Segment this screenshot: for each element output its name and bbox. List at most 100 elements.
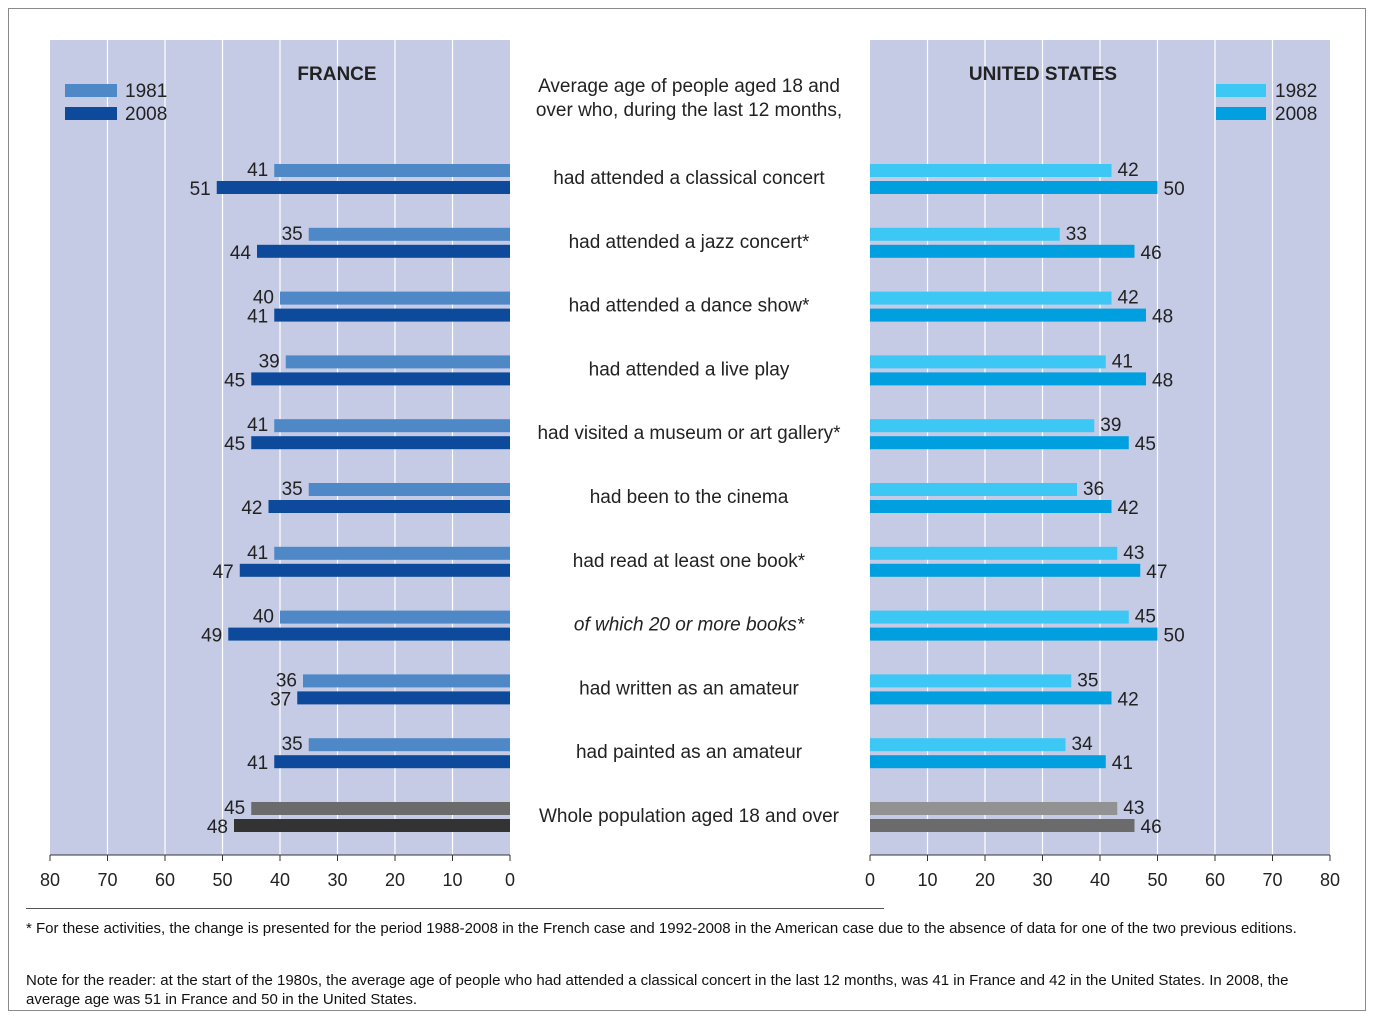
category-label-5: had been to the cinema — [590, 487, 789, 508]
france-tick-label-80: 80 — [40, 870, 60, 890]
us-value-second-7: 50 — [1164, 626, 1185, 647]
us-value-first-0: 42 — [1118, 160, 1139, 181]
france-value-first-1: 35 — [282, 224, 303, 245]
us-bar-second-5 — [870, 500, 1112, 513]
france-tick-label-10: 10 — [442, 870, 462, 890]
france-bar-first-7 — [280, 610, 510, 624]
france-bar-first-6 — [274, 546, 510, 560]
us-bar-second-10 — [870, 819, 1135, 832]
france-tick-label-50: 50 — [212, 870, 232, 890]
france-bar-second-7 — [228, 627, 510, 641]
france-bar-second-2 — [274, 308, 510, 322]
us-value-first-7: 45 — [1135, 607, 1156, 628]
france-bar-second-5 — [268, 500, 510, 513]
category-label-4: had visited a museum or art gallery* — [537, 423, 841, 444]
figure-frame — [8, 8, 1366, 1011]
france-value-first-6: 41 — [247, 543, 268, 564]
us-legend-swatch-1982 — [1216, 84, 1266, 97]
us-tick-label-0: 0 — [865, 870, 875, 890]
france-value-second-1: 44 — [230, 243, 252, 264]
us-bar-second-3 — [870, 372, 1146, 386]
us-value-first-9: 34 — [1072, 734, 1094, 755]
us-bar-first-10 — [870, 802, 1118, 815]
us-bar-second-2 — [870, 308, 1146, 322]
france-value-second-6: 47 — [213, 562, 234, 583]
france-bar-second-10 — [234, 819, 510, 832]
france-value-first-10: 45 — [224, 798, 245, 819]
us-value-second-9: 41 — [1112, 753, 1133, 774]
us-bar-first-3 — [870, 355, 1106, 369]
us-panel-title: UNITED STATES — [969, 64, 1117, 85]
france-bar-second-0 — [216, 181, 510, 194]
category-label-8: had written as an amateur — [579, 678, 799, 699]
france-value-second-2: 41 — [247, 307, 268, 328]
france-legend-label-2008: 2008 — [125, 104, 167, 125]
us-value-second-1: 46 — [1141, 243, 1162, 264]
france-value-second-7: 49 — [201, 626, 222, 647]
us-bar-first-9 — [870, 738, 1066, 752]
us-value-second-3: 48 — [1152, 370, 1173, 391]
us-bar-first-4 — [870, 419, 1095, 433]
category-label-1: had attended a jazz concert* — [569, 232, 810, 253]
france-value-second-9: 41 — [247, 753, 268, 774]
us-legend-label-1982: 1982 — [1275, 81, 1317, 102]
us-value-first-10: 43 — [1123, 798, 1144, 819]
france-bar-second-8 — [297, 691, 510, 705]
france-value-first-8: 36 — [276, 670, 297, 691]
category-label-0: had attended a classical concert — [553, 168, 825, 189]
category-label-9: had painted as an amateur — [576, 742, 803, 763]
category-label-6: had read at least one book* — [573, 551, 806, 572]
butterfly-bar-chart: 0 0 10 10 20 20 30 30 40 40 50 50 60 60 70 70 80 80 FRANCE… — [40, 40, 1340, 890]
france-legend-swatch-2008 — [65, 107, 117, 120]
us-value-first-6: 43 — [1123, 543, 1144, 564]
france-bar-first-1 — [308, 227, 510, 241]
france-tick-label-0: 0 — [505, 870, 515, 890]
us-bar-first-5 — [870, 483, 1077, 496]
us-bar-second-0 — [870, 181, 1158, 194]
france-value-second-0: 51 — [190, 179, 211, 200]
france-bar-second-1 — [257, 244, 510, 258]
france-value-first-0: 41 — [247, 160, 268, 181]
france-bar-first-3 — [285, 355, 510, 369]
france-bar-second-3 — [251, 372, 510, 386]
france-bar-first-4 — [274, 419, 510, 433]
us-tick-label-40: 40 — [1090, 870, 1110, 890]
france-tick-label-30: 30 — [327, 870, 347, 890]
france-bar-first-2 — [280, 291, 510, 305]
france-bar-second-6 — [239, 563, 510, 577]
us-bar-first-7 — [870, 610, 1129, 624]
france-value-first-3: 39 — [259, 351, 280, 372]
france-tick-label-40: 40 — [270, 870, 290, 890]
france-legend-swatch-1981 — [65, 84, 117, 97]
us-bar-second-8 — [870, 691, 1112, 705]
us-tick-label-50: 50 — [1147, 870, 1167, 890]
france-value-second-8: 37 — [270, 689, 291, 710]
us-bar-second-9 — [870, 755, 1106, 769]
us-value-first-3: 41 — [1112, 351, 1133, 372]
us-bar-second-7 — [870, 627, 1158, 641]
us-bar-second-1 — [870, 244, 1135, 258]
us-tick-label-80: 80 — [1320, 870, 1340, 890]
category-label-3: had attended a live play — [589, 359, 790, 380]
france-value-second-5: 42 — [241, 498, 262, 519]
france-legend-label-1981: 1981 — [125, 81, 167, 102]
france-bar-first-9 — [308, 738, 510, 752]
us-tick-label-20: 20 — [975, 870, 995, 890]
us-bar-first-6 — [870, 546, 1118, 560]
us-value-first-8: 35 — [1077, 670, 1098, 691]
france-bar-second-4 — [251, 436, 510, 450]
us-bar-second-6 — [870, 563, 1141, 577]
us-value-second-10: 46 — [1141, 817, 1162, 838]
france-value-first-7: 40 — [253, 607, 274, 628]
france-panel-title: FRANCE — [297, 64, 376, 85]
us-legend-label-2008: 2008 — [1275, 104, 1317, 125]
us-value-second-8: 42 — [1118, 689, 1139, 710]
us-tick-label-10: 10 — [917, 870, 937, 890]
reader-note: Note for the reader: at the start of the… — [26, 972, 1289, 1008]
us-tick-label-70: 70 — [1262, 870, 1282, 890]
us-bar-second-4 — [870, 436, 1129, 450]
chart-title-line-1: Average age of people aged 18 and — [538, 76, 840, 97]
us-value-first-1: 33 — [1066, 224, 1087, 245]
us-value-second-2: 48 — [1152, 307, 1173, 328]
france-bar-second-9 — [274, 755, 510, 769]
